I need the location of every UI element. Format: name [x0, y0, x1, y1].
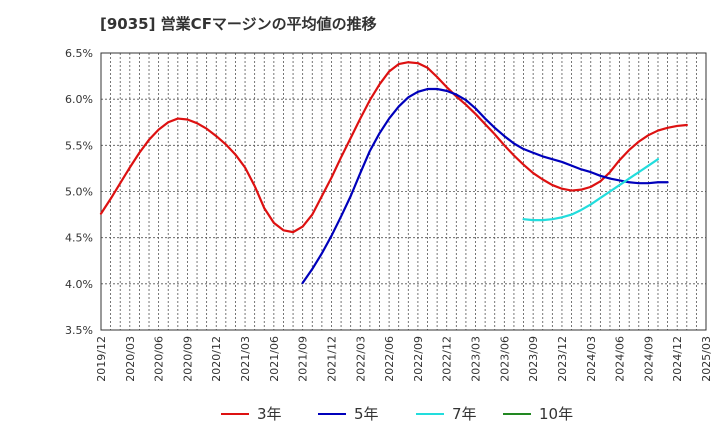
x-tick-label: 2019/12 [95, 336, 108, 382]
x-tick-label: 2020/06 [153, 336, 166, 382]
series-line [522, 158, 660, 222]
y-tick-label: 6.5% [65, 47, 93, 60]
x-tick-label: 2022/03 [354, 336, 367, 382]
x-tick-label: 2023/06 [498, 336, 511, 382]
plot-background [101, 53, 706, 330]
x-tick-label: 2020/09 [181, 336, 194, 382]
x-tick-label: 2024/12 [671, 336, 684, 382]
legend-label: 10年 [539, 405, 574, 423]
legend-item[interactable]: 10年 [503, 403, 573, 424]
legend-swatch [416, 412, 444, 415]
x-tick-label: 2025/03 [700, 336, 713, 382]
x-tick-label: 2021/12 [325, 336, 338, 382]
series-line [301, 87, 669, 285]
y-tick-label: 5.0% [65, 186, 93, 199]
y-tick-label: 6.0% [65, 93, 93, 106]
x-tick-label: 2024/03 [585, 336, 598, 382]
legend-swatch [503, 412, 531, 415]
x-tick-label: 2021/06 [268, 336, 281, 382]
legend: 3年 5年 7年 10年 [0, 403, 720, 427]
legend-swatch [318, 412, 346, 415]
x-tick-label: 2021/03 [239, 336, 252, 382]
axes [100, 52, 707, 331]
plot-border [100, 52, 707, 331]
legend-label: 3年 [257, 405, 282, 423]
legend-item[interactable]: 3年 [221, 403, 282, 424]
series-line [99, 61, 688, 234]
legend-item[interactable]: 5年 [318, 403, 379, 424]
x-tick-label: 2020/12 [210, 336, 223, 382]
x-tick-label: 2020/03 [124, 336, 137, 382]
x-tick-label: 2022/06 [383, 336, 396, 382]
legend-item[interactable]: 7年 [416, 403, 477, 424]
x-tick-label: 2022/09 [412, 336, 425, 382]
y-tick-label: 4.5% [65, 232, 93, 245]
y-tick-label: 5.5% [65, 139, 93, 152]
tick-labels: 3.5% 4.0% 4.5% 5.0% 5.5% 6.0% 6.5% 2019/12 2020/… [65, 47, 713, 382]
legend-label: 7年 [452, 405, 477, 423]
legend-label: 5年 [354, 405, 379, 423]
x-tick-label: 2024/06 [614, 336, 627, 382]
x-tick-label: 2023/12 [556, 336, 569, 382]
legend-swatch [221, 412, 249, 415]
x-tick-label: 2023/09 [527, 336, 540, 382]
chart-title: [9035] 営業CFマージンの平均値の推移 [100, 15, 377, 33]
y-tick-label: 4.0% [65, 278, 93, 291]
x-tick-label: 2022/12 [441, 336, 454, 382]
x-tick-label: 2024/09 [642, 336, 655, 382]
x-tick-label: 2023/03 [470, 336, 483, 382]
series-lines [99, 61, 688, 285]
y-tick-label: 3.5% [65, 324, 93, 337]
x-tick-label: 2021/09 [297, 336, 310, 382]
